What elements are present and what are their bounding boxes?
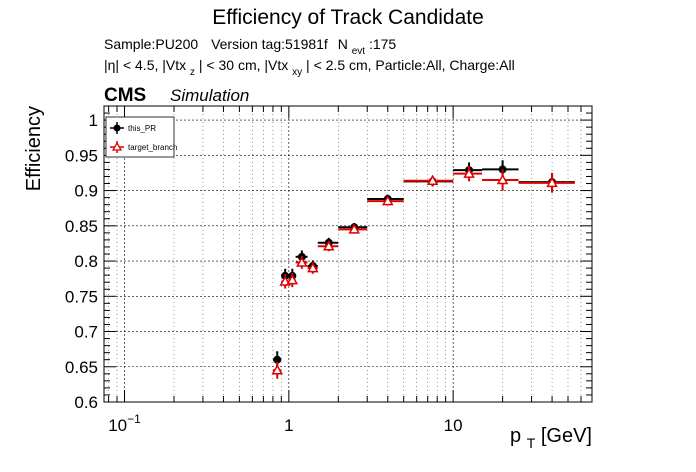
eta-cut: |η| < 4.5, |Vtx	[104, 57, 186, 73]
legend-this-pr-marker	[113, 124, 121, 132]
data-point	[322, 240, 335, 251]
series-target_branch	[271, 165, 575, 379]
data-point	[546, 176, 558, 188]
nevt-label: N	[338, 36, 348, 52]
y-tick-labels: 0.6 0.65 0.7 0.75 0.8 0.85 0.9 0.95 1	[65, 111, 98, 412]
legend-target-marker	[111, 141, 123, 151]
vtxz-cut: | < 30 cm, |Vtx	[199, 57, 288, 73]
sample-line: Sample:PU200 Version tag:51981f N evt :1…	[104, 36, 396, 57]
data-point	[496, 173, 509, 185]
x-tick-label: 1	[284, 416, 293, 435]
legend-target-label: target_branch	[128, 143, 177, 152]
vtxxy-subscript: xy	[292, 67, 302, 78]
version-label: Version tag:51981f	[211, 36, 328, 52]
x-tick-labels: 10−1 1 10	[108, 412, 462, 435]
y-tick-label: 0.6	[74, 393, 98, 412]
cms-label: CMS	[104, 85, 146, 106]
simulation-label: Simulation	[170, 86, 249, 105]
legend: this_PR target_branch	[105, 116, 177, 158]
y-tick-label: 0.75	[65, 287, 98, 306]
nevt-value: :175	[369, 36, 396, 52]
data-point	[273, 355, 282, 364]
data-point	[271, 364, 284, 375]
data-point	[426, 174, 439, 185]
data-series	[271, 160, 575, 379]
data-point	[296, 256, 308, 267]
legend-this-pr-label: this_PR	[128, 124, 156, 133]
y-tick-label: 0.95	[65, 146, 98, 165]
y-tick-label: 1	[89, 111, 98, 130]
data-point	[307, 262, 319, 273]
y-axis-title: Efficiency	[23, 106, 45, 191]
vtxxy-cut: | < 2.5 cm, Particle:All, Charge:All	[306, 57, 515, 73]
sample-label: Sample:PU200	[104, 36, 198, 52]
x-axis-title-sub: T	[527, 435, 536, 451]
y-tick-label: 0.8	[74, 252, 98, 271]
series-this_PR	[272, 160, 575, 369]
x-axis-title-unit: [GeV]	[541, 425, 592, 447]
x-tick-label: 10−1	[108, 412, 141, 435]
y-tick-label: 0.65	[65, 358, 98, 377]
vtxz-subscript: z	[190, 67, 195, 78]
data-point	[463, 167, 475, 178]
cuts-line: |η| < 4.5, |Vtx z | < 30 cm, |Vtx xy | <…	[104, 57, 515, 78]
y-tick-label: 0.85	[65, 217, 98, 236]
y-tick-label: 0.9	[74, 182, 98, 201]
data-point	[381, 195, 394, 206]
chart-title: Efficiency of Track Candidate	[212, 6, 484, 29]
data-point	[286, 274, 299, 285]
x-axis-title: p T [GeV]	[510, 425, 592, 453]
data-point	[348, 223, 361, 234]
nevt-subscript: evt	[352, 46, 366, 57]
x-axis-title-main: p	[510, 425, 521, 447]
y-tick-label: 0.7	[74, 323, 98, 342]
x-tick-label: 10	[444, 416, 463, 435]
